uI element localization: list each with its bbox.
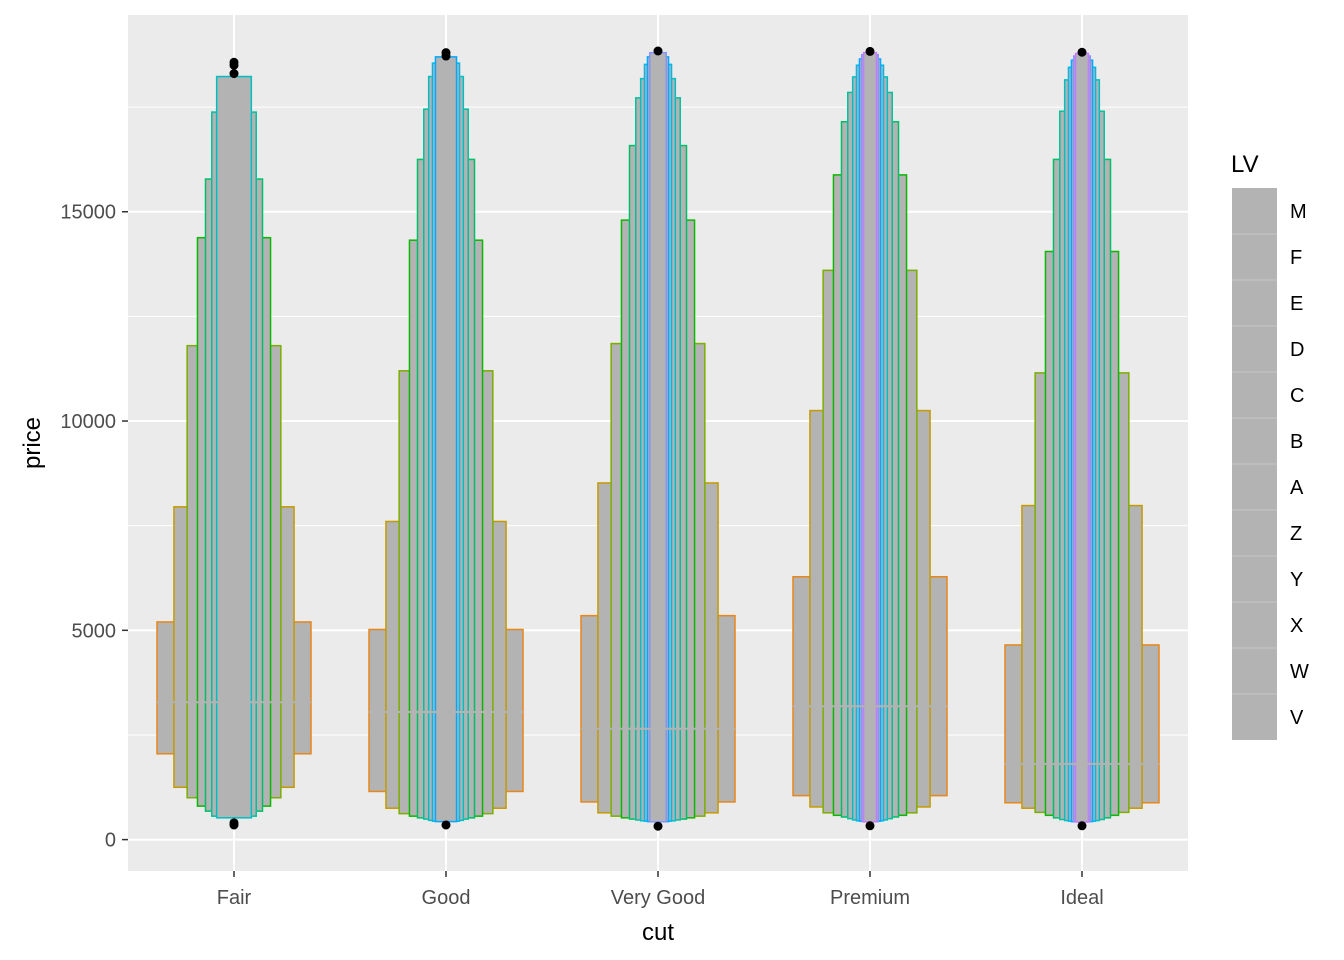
outlier-point — [865, 46, 875, 56]
legend-key — [1232, 418, 1277, 464]
x-tick-label: Premium — [830, 887, 910, 909]
legend-key — [1232, 188, 1277, 234]
legend-label: E — [1290, 293, 1303, 315]
category-group — [792, 51, 948, 823]
x-axis-title: cut — [642, 919, 674, 946]
legend-key — [1232, 372, 1277, 418]
legend-label: A — [1290, 477, 1304, 499]
y-axis-title: price — [19, 417, 46, 469]
outlier-point — [441, 51, 451, 61]
x-tick-label: Ideal — [1060, 887, 1103, 909]
x-tick-label: Very Good — [611, 887, 706, 909]
outlier-points — [229, 46, 1087, 831]
y-tick-label: 10000 — [60, 411, 116, 433]
x-tick-label: Fair — [217, 887, 252, 909]
outlier-point — [653, 46, 663, 56]
category-group — [368, 56, 524, 823]
y-axis: 0 5000 10000 15000 — [60, 202, 128, 852]
legend-label: C — [1290, 385, 1304, 407]
letter-value-box — [649, 51, 667, 823]
letter-value-boxes — [156, 51, 1160, 823]
outlier-point — [229, 820, 239, 830]
legend-label: D — [1290, 339, 1304, 361]
outlier-point — [1077, 47, 1087, 57]
outlier-point — [229, 69, 239, 79]
legend-title: LV — [1231, 151, 1259, 178]
legend-label: Y — [1290, 569, 1303, 591]
legend-label: X — [1290, 615, 1303, 637]
category-group — [156, 75, 312, 819]
legend-key — [1232, 326, 1277, 372]
legend-label: Z — [1290, 523, 1302, 545]
legend-key — [1232, 602, 1277, 648]
category-group — [1004, 52, 1160, 823]
legend-key — [1232, 234, 1277, 280]
legend-label: W — [1290, 661, 1309, 683]
letter-value-box — [215, 75, 253, 819]
legend: LV M F E D C B A Z Y X W V — [1231, 151, 1309, 740]
legend-key — [1232, 556, 1277, 602]
legend-key — [1232, 648, 1277, 694]
legend-key — [1232, 694, 1277, 740]
legend-key — [1232, 464, 1277, 510]
legend-label: V — [1290, 707, 1304, 729]
y-tick-label: 5000 — [72, 620, 117, 642]
x-tick-label: Good — [422, 887, 471, 909]
outlier-point — [229, 60, 239, 70]
legend-label: B — [1290, 431, 1303, 453]
letter-value-box — [434, 56, 458, 823]
outlier-point — [653, 821, 663, 831]
x-axis: Fair Good Very Good Premium Ideal — [217, 871, 1104, 909]
legend-key — [1232, 280, 1277, 326]
y-tick-label: 0 — [105, 830, 116, 852]
outlier-point — [1077, 821, 1087, 831]
legend-key — [1232, 510, 1277, 556]
outlier-point — [865, 821, 875, 831]
y-tick-label: 15000 — [60, 202, 116, 224]
legend-label: M — [1290, 201, 1307, 223]
legend-label: F — [1290, 247, 1302, 269]
category-group — [580, 51, 736, 823]
letter-value-box — [1074, 52, 1090, 823]
outlier-point — [441, 820, 451, 830]
